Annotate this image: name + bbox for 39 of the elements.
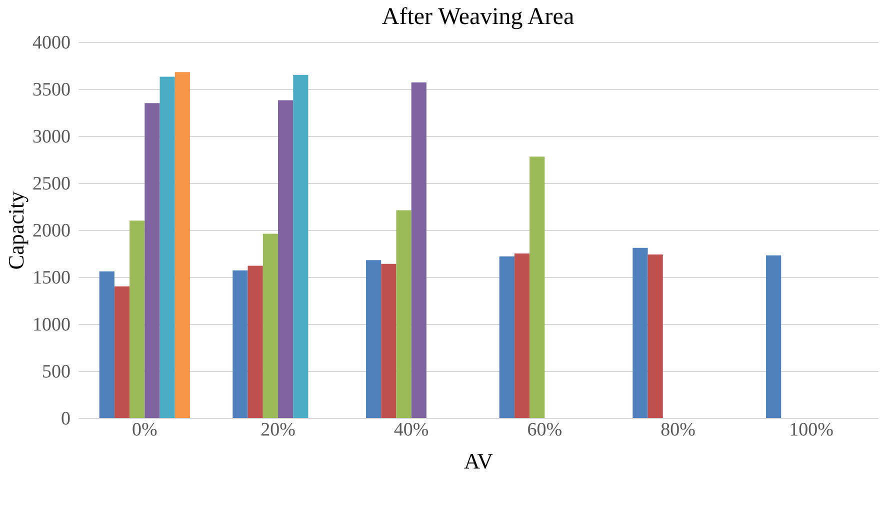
chart-title: After Weaving Area bbox=[382, 4, 574, 30]
bar bbox=[381, 264, 396, 418]
y-tick-label: 4000 bbox=[32, 32, 70, 54]
bar bbox=[411, 82, 426, 418]
bar bbox=[366, 260, 382, 418]
x-tick-label: 80% bbox=[660, 420, 696, 440]
x-tick-label: 0% bbox=[132, 420, 158, 440]
bar bbox=[262, 234, 278, 418]
bar bbox=[293, 74, 308, 418]
bar bbox=[648, 254, 663, 418]
bar bbox=[530, 156, 545, 418]
y-tick-label: 0 bbox=[61, 408, 70, 430]
x-tick-label: 60% bbox=[527, 420, 562, 440]
bar bbox=[248, 266, 263, 418]
y-tick-label: 1000 bbox=[32, 314, 70, 336]
y-axis-title: Capacity bbox=[4, 191, 28, 270]
bar bbox=[114, 286, 130, 418]
x-tick-label: 100% bbox=[789, 420, 834, 440]
bar bbox=[766, 255, 782, 418]
x-axis-title: AV bbox=[464, 448, 494, 474]
y-tick-label: 1500 bbox=[32, 268, 70, 288]
bar bbox=[160, 76, 175, 418]
bar bbox=[99, 271, 114, 418]
bar bbox=[632, 248, 648, 418]
y-tick-label: 500 bbox=[42, 362, 70, 382]
bar bbox=[278, 100, 294, 418]
y-tick-label: 2000 bbox=[32, 220, 70, 242]
bar bbox=[144, 103, 160, 418]
bar bbox=[130, 220, 145, 418]
y-tick-label: 2500 bbox=[32, 174, 70, 194]
x-tick-label: 40% bbox=[394, 420, 429, 440]
bar bbox=[232, 270, 248, 418]
bar bbox=[499, 256, 514, 418]
y-tick-label: 3000 bbox=[32, 126, 70, 148]
bar bbox=[174, 72, 190, 418]
bar bbox=[396, 210, 412, 418]
bar bbox=[514, 254, 530, 418]
y-tick-label: 3500 bbox=[32, 80, 70, 100]
x-tick-label: 20% bbox=[260, 420, 296, 440]
